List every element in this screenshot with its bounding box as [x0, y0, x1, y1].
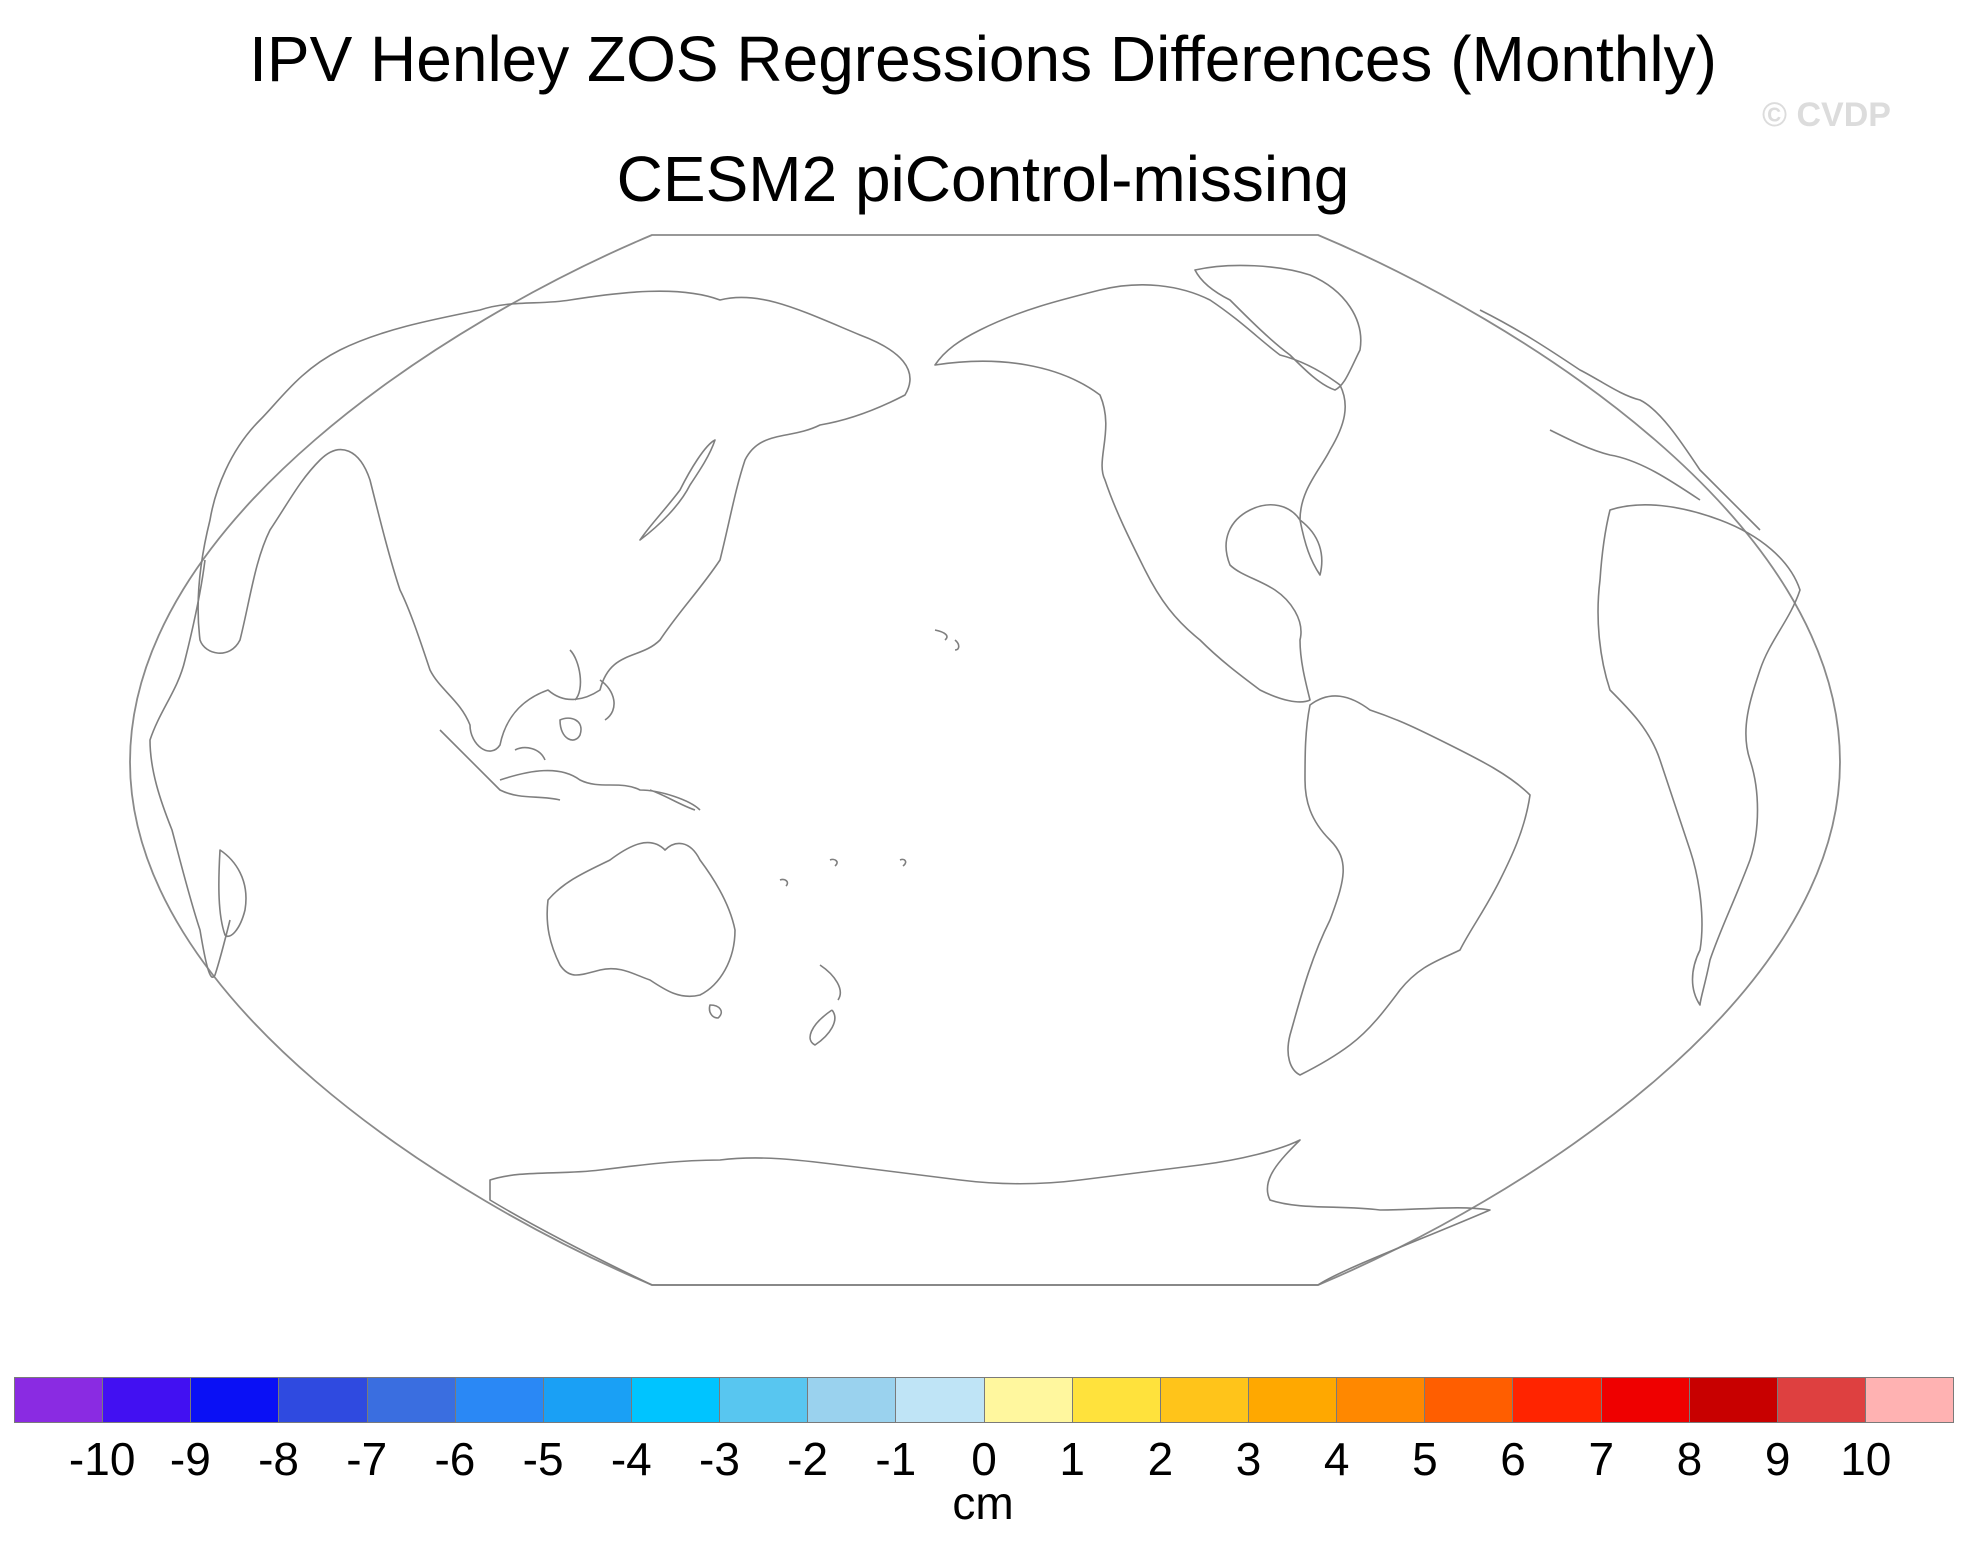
colorbar-cell	[15, 1378, 104, 1422]
colorbar-cell	[103, 1378, 192, 1422]
map-boundary	[129, 234, 1841, 1286]
colorbar-tick-label: 5	[1412, 1433, 1438, 1485]
colorbar-cell	[1513, 1378, 1602, 1422]
colorbar-cell	[455, 1378, 544, 1422]
colorbar-tick-label: 4	[1323, 1433, 1350, 1485]
colorbar-tick-label: 0	[971, 1433, 997, 1485]
colorbar-cell	[720, 1378, 809, 1422]
colorbar-tick-label: -8	[258, 1433, 299, 1485]
colorbar-tick-label: -4	[610, 1433, 652, 1485]
colorbar-cell	[808, 1378, 897, 1422]
colorbar-cell	[279, 1378, 368, 1422]
coastline-europe	[1479, 309, 1761, 531]
colorbar-tick-label: 2	[1147, 1433, 1174, 1485]
colorbar-cell	[984, 1378, 1073, 1422]
colorbar-cell	[1777, 1378, 1866, 1422]
colorbar-cell	[1072, 1378, 1161, 1422]
coastline-africa-east	[1597, 504, 1801, 1006]
colorbar-cell	[1337, 1378, 1426, 1422]
colorbar-tick-label: 3	[1235, 1433, 1262, 1485]
colorbar-cell	[1425, 1378, 1514, 1422]
coastline-south-america	[1287, 695, 1531, 1076]
colorbar-cell	[896, 1378, 985, 1422]
colorbar-tick-label: -5	[522, 1433, 564, 1485]
watermark: © CVDP	[1762, 96, 1891, 134]
colorbar-tick-label: -6	[434, 1433, 476, 1485]
subtitle: CESM2 piControl-missing	[616, 143, 1350, 215]
coastline-new-zealand	[809, 964, 842, 1046]
colorbar-tick-label: -2	[787, 1433, 829, 1485]
coastline-pacific-islands	[779, 858, 907, 887]
colorbar-cell	[1601, 1378, 1690, 1422]
coastline-antarctica	[489, 1139, 1491, 1286]
colorbar-tick-label: -9	[169, 1433, 211, 1485]
colorbar-cell	[631, 1378, 721, 1422]
coastline-north-america	[934, 284, 1346, 703]
coastline-hawaii	[934, 629, 960, 651]
colorbar-cell	[1160, 1378, 1249, 1422]
main-title: IPV Henley ZOS Regressions Differences (…	[249, 23, 1717, 95]
colorbar-tick-label: -3	[699, 1433, 740, 1485]
colorbar-tick-label: 9	[1764, 1433, 1791, 1485]
colorbar	[14, 1377, 1954, 1423]
colorbar-cell	[543, 1378, 632, 1422]
colorbar-tick-label: 1	[1059, 1433, 1085, 1485]
coastline-eurasia	[197, 290, 911, 752]
colorbar-tick-label: -1	[875, 1433, 917, 1485]
coastline-australia	[546, 841, 736, 998]
colorbar-tick-label: 6	[1500, 1433, 1526, 1485]
colorbar-tick-label: -7	[346, 1433, 388, 1485]
coastline-tasmania	[708, 1004, 722, 1019]
colorbar-tick-label: 10	[1840, 1433, 1892, 1485]
colorbar-cell	[1865, 1378, 1954, 1422]
colorbar-tick-label: -10	[68, 1433, 136, 1485]
coastline-maritime-asia	[439, 649, 701, 811]
colorbar-cell	[1248, 1378, 1338, 1422]
colorbar-tick-label: 8	[1676, 1433, 1703, 1485]
coastline-japan	[639, 439, 716, 541]
colorbar-cell	[367, 1378, 456, 1422]
coastline-greenland	[1194, 264, 1362, 391]
colorbar-tick-label: 7	[1588, 1433, 1615, 1485]
colorbar-units: cm	[952, 1477, 1014, 1529]
colorbar-cell	[191, 1378, 280, 1422]
colorbar-ticks: -10 -9 -8 -7 -6 -5 -4 -3 -2 -1 0 1 2 3 4 5 6 7 8 9 10	[0, 1432, 1966, 1492]
colorbar-cell	[1689, 1378, 1778, 1422]
coastline-africa	[149, 559, 247, 978]
